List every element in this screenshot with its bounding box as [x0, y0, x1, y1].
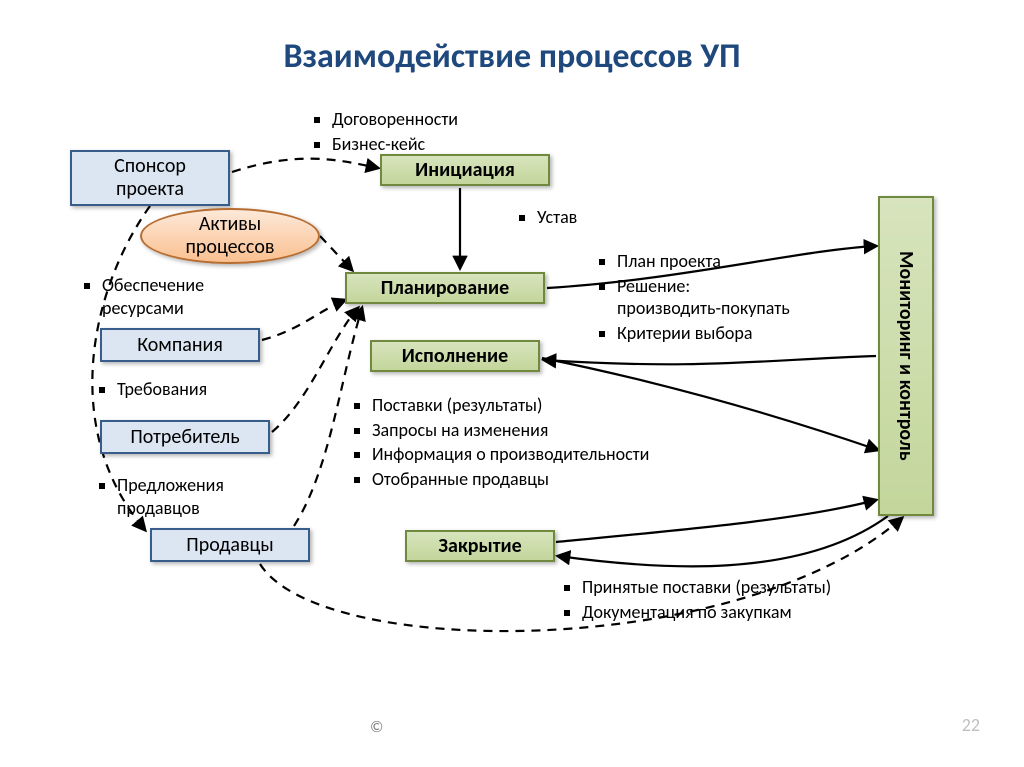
node-execution: Исполнение — [370, 340, 540, 372]
bullets-exec: Поставки (результаты)Запросы на изменени… — [350, 392, 649, 492]
node-assets: Активы процессов — [140, 208, 320, 264]
node-sellers: Продавцы — [150, 528, 310, 562]
bullets-resources: Обеспечениересурсами — [80, 272, 204, 321]
bullets-top: ДоговоренностиБизнес-кейс — [310, 106, 458, 157]
slide-title: Взаимодействие процессов УП — [0, 36, 1024, 77]
bullets-offers: Предложенияпродавцов — [95, 472, 224, 521]
node-planning: Планирование — [345, 272, 545, 304]
node-consumer: Потребитель — [100, 420, 270, 454]
footer-page-number: 22 — [962, 714, 980, 736]
slide: { "title": { "text": "Взаимодействие про… — [0, 0, 1024, 767]
bullets-ustav: Устав — [515, 204, 577, 231]
node-initiation: Инициация — [380, 154, 550, 186]
node-closing: Закрытие — [405, 530, 555, 562]
node-monitoring: Мониторинг и контроль — [878, 196, 934, 516]
footer-copyright: © — [370, 718, 383, 737]
bullets-reqs: Требования — [95, 376, 207, 403]
bullets-plan: План проектаРешение:производить-покупать… — [595, 248, 790, 346]
node-company: Компания — [100, 328, 260, 362]
bullets-close: Принятые поставки (результаты)Документац… — [560, 574, 831, 625]
node-sponsor: Спонсор проекта — [70, 150, 230, 206]
